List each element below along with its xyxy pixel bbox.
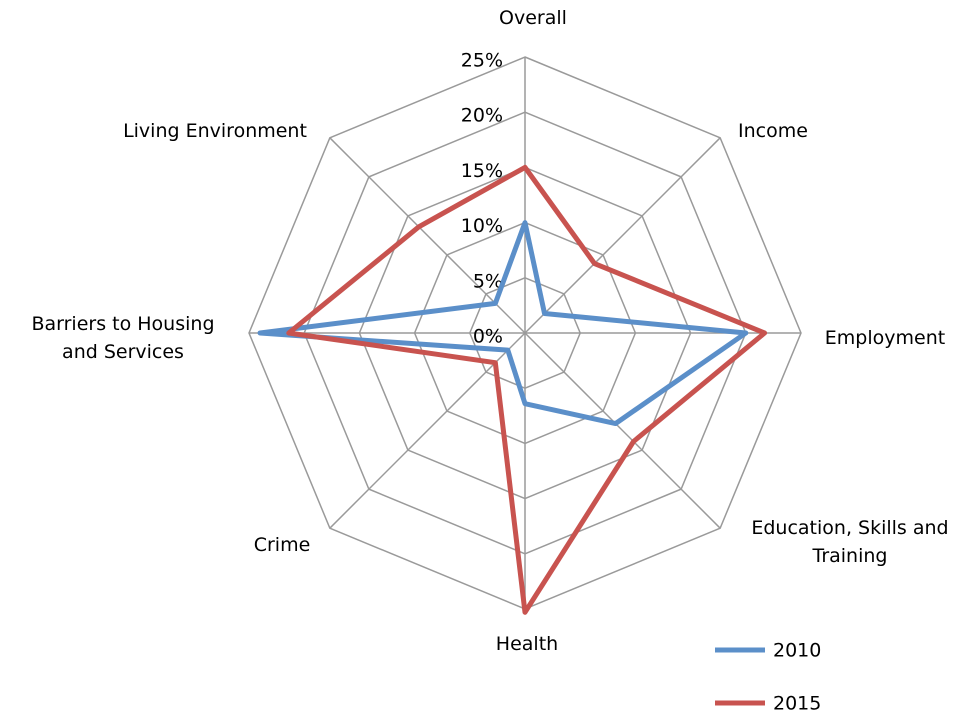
grid-spoke: [329, 332, 526, 529]
category-label: Income: [738, 120, 808, 142]
legend-label: 2015: [773, 693, 821, 714]
series-line: [257, 220, 749, 427]
series-line: [286, 164, 768, 615]
category-label: Employment: [824, 327, 946, 349]
category-label: Crime: [253, 534, 311, 556]
grid-spoke: [524, 332, 721, 529]
grid-spoke: [524, 137, 721, 334]
y-tick-label: 25%: [461, 50, 503, 72]
y-tick-label: 5%: [473, 270, 503, 292]
y-tick-label: 0%: [473, 326, 503, 348]
grid-spoke: [329, 137, 526, 334]
category-label: Living Environment: [123, 120, 307, 142]
y-tick-label: 15%: [461, 160, 503, 182]
category-label: Education, Skills and Training: [751, 517, 949, 567]
y-tick-label: 10%: [461, 215, 503, 237]
legend-label: 2010: [773, 640, 821, 662]
category-label: Overall: [499, 7, 567, 29]
category-label: Barriers to Housing and Services: [31, 313, 215, 363]
y-tick-label: 20%: [461, 105, 503, 127]
category-label: Health: [495, 633, 559, 655]
